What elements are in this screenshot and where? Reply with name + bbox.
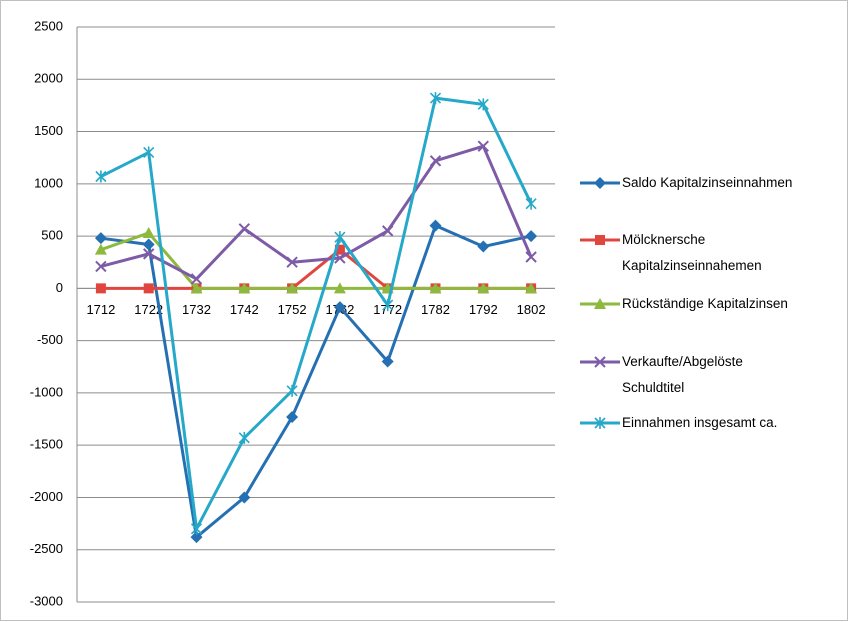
legend-label: Einnahmen insgesamt ca.	[622, 415, 778, 430]
marker	[429, 282, 442, 294]
legend-label: Verkaufte/Abgelöste Schuldtitel	[622, 354, 743, 395]
y-tick-label: 1500	[34, 123, 63, 138]
marker	[333, 282, 346, 294]
marker	[238, 223, 251, 235]
marker	[594, 356, 606, 368]
marker	[238, 491, 251, 504]
y-tick-label: 0	[56, 280, 63, 295]
marker	[94, 232, 107, 245]
marker	[525, 230, 538, 243]
series-line	[100, 144, 533, 281]
marker	[594, 417, 606, 429]
x-tick-label: 1712	[86, 302, 115, 317]
x-tick-label: 1792	[469, 302, 498, 317]
marker	[429, 92, 442, 105]
marker	[334, 231, 346, 244]
y-tick-label: 2500	[34, 18, 63, 33]
legend-label: Rückständige Kapitalzinsen	[622, 296, 788, 311]
marker	[477, 140, 490, 152]
marker	[525, 197, 537, 210]
marker	[142, 238, 155, 251]
marker	[190, 522, 203, 535]
marker	[95, 283, 106, 294]
marker	[594, 298, 606, 309]
y-tick-label: -1500	[30, 437, 63, 452]
marker	[142, 248, 155, 260]
legend-label: Saldo Kapitalzinseinnahmen	[622, 175, 793, 190]
legend-swatch	[580, 235, 620, 245]
legend-entry: Einnahmen insgesamt ca.	[578, 410, 808, 436]
legend-entry: Verkaufte/Abgelöste Schuldtitel	[578, 349, 808, 401]
marker	[238, 431, 250, 444]
y-tick-label: -3000	[30, 593, 63, 608]
marker	[286, 282, 299, 294]
legend-entry: Saldo Kapitalzinseinnahmen	[578, 170, 808, 196]
marker	[334, 244, 345, 255]
marker	[143, 146, 155, 159]
series-line	[100, 224, 532, 539]
marker	[286, 256, 298, 268]
marker	[594, 177, 606, 189]
marker	[477, 240, 490, 253]
marker	[382, 299, 394, 312]
legend-swatch	[580, 298, 620, 309]
marker	[94, 243, 107, 255]
y-tick-label: 500	[41, 228, 63, 243]
marker	[381, 225, 394, 237]
y-tick-label: -2000	[30, 489, 63, 504]
marker	[286, 384, 298, 397]
series-line	[100, 231, 532, 290]
y-tick-label: 1000	[34, 175, 63, 190]
marker	[95, 260, 107, 273]
legend-label: Mölcknersche Kapitalzinseinnahemen	[622, 232, 762, 273]
marker	[190, 273, 203, 285]
x-tick-label: 1782	[421, 302, 450, 317]
legend-swatch	[580, 356, 620, 368]
x-tick-label: 1752	[278, 302, 307, 317]
series-line	[100, 96, 533, 531]
legend-swatch	[580, 177, 620, 189]
y-tick-label: 2000	[34, 71, 63, 86]
legend-entry: Mölcknersche Kapitalzinseinnahemen	[578, 227, 808, 279]
legend-entry: Rückständige Kapitalzinsen	[578, 291, 808, 317]
x-tick-label: 1742	[230, 302, 259, 317]
marker	[429, 219, 442, 232]
marker	[143, 283, 154, 294]
marker	[190, 531, 203, 544]
y-tick-label: -1000	[30, 384, 63, 399]
y-tick-label: -500	[37, 332, 63, 347]
marker	[142, 226, 155, 238]
x-tick-label: 1722	[134, 302, 163, 317]
marker	[333, 301, 346, 314]
x-tick-label: 1732	[182, 302, 211, 317]
y-tick-label: -2500	[30, 541, 63, 556]
marker	[477, 282, 490, 294]
marker	[525, 251, 537, 263]
marker	[190, 282, 203, 294]
marker	[286, 410, 299, 423]
marker	[334, 252, 346, 264]
legend-swatch	[580, 417, 620, 429]
marker	[238, 282, 251, 294]
marker	[95, 170, 107, 183]
marker	[381, 355, 394, 368]
marker	[477, 98, 489, 111]
marker	[595, 235, 605, 245]
marker	[525, 282, 538, 294]
marker	[429, 155, 442, 167]
x-tick-label: 1802	[517, 302, 546, 317]
